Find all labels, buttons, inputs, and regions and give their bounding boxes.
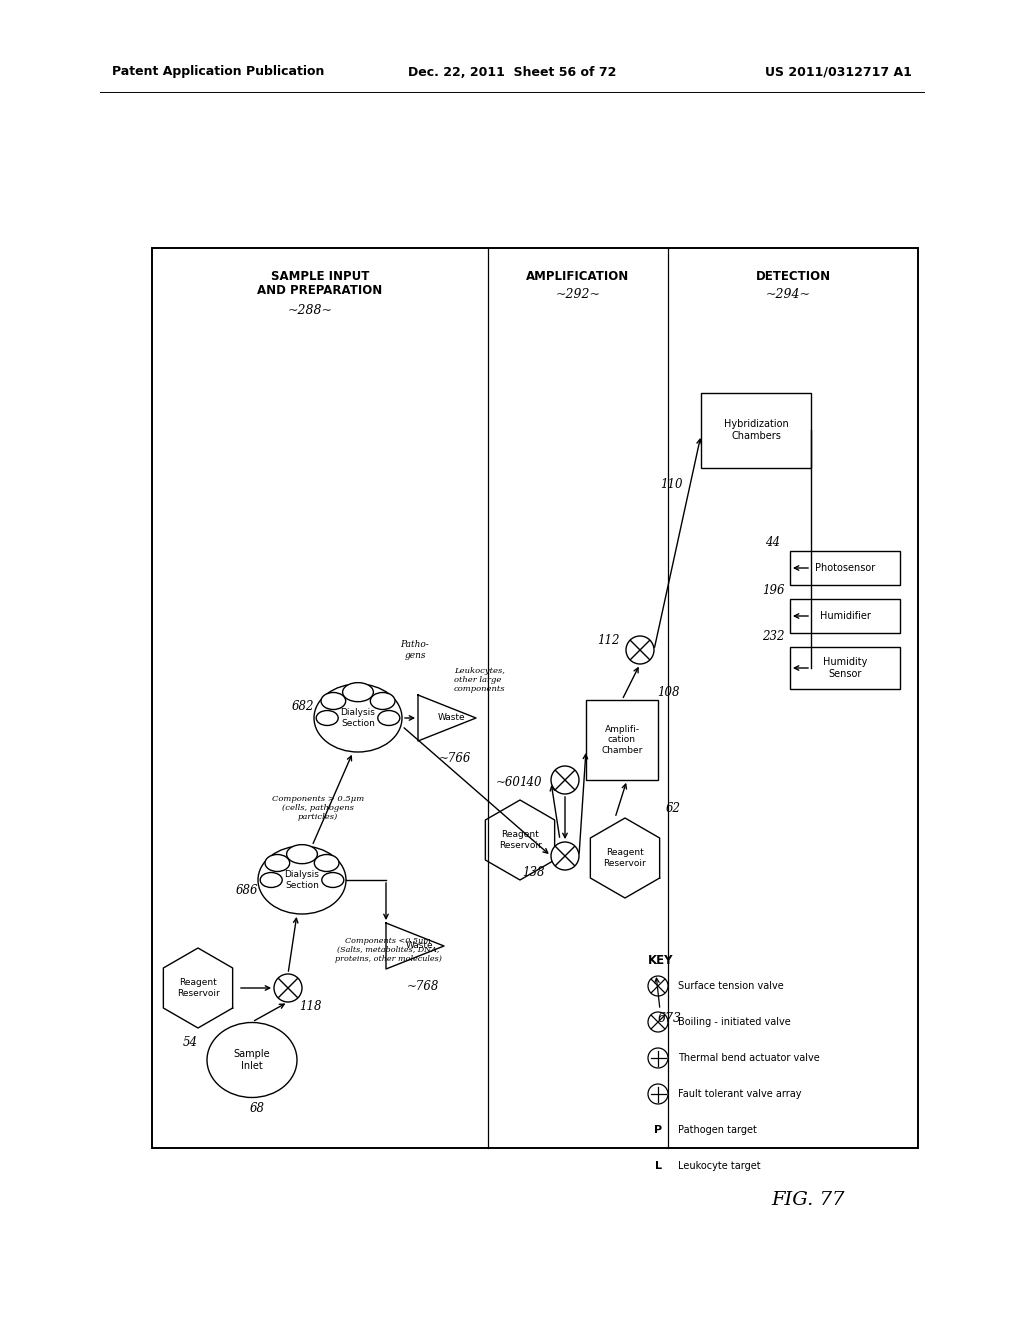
Text: 232: 232 [762,630,784,643]
Ellipse shape [322,873,344,887]
Text: Leukocytes,
other large
components: Leukocytes, other large components [454,667,506,693]
Text: Amplifi-
cation
Chamber: Amplifi- cation Chamber [601,725,643,755]
Text: KEY: KEY [648,953,674,966]
Text: ~768: ~768 [407,979,439,993]
Circle shape [274,974,302,1002]
Text: Components <0.5μm
(Salts, metabolites, DNA,
proteins, other molecules): Components <0.5μm (Salts, metabolites, D… [335,937,441,964]
Ellipse shape [314,854,339,871]
Text: Leukocyte target: Leukocyte target [678,1162,761,1171]
Text: ~60: ~60 [496,776,520,788]
Text: Patho-
gens: Patho- gens [400,640,429,660]
Ellipse shape [258,846,346,913]
Text: ~288~: ~288~ [288,304,333,317]
Text: Waste: Waste [407,941,434,950]
Text: ~294~: ~294~ [766,289,811,301]
Text: 118: 118 [299,999,322,1012]
Text: Reagent
Reservoir: Reagent Reservoir [499,830,542,850]
Text: P: P [654,1125,663,1135]
Circle shape [648,1048,668,1068]
Ellipse shape [322,693,346,710]
Text: 138: 138 [522,866,544,879]
Text: Reagent
Reservoir: Reagent Reservoir [603,849,646,867]
Ellipse shape [378,710,399,726]
Polygon shape [386,923,444,969]
Text: 44: 44 [766,536,780,549]
Text: Boiling - initiated valve: Boiling - initiated valve [678,1016,791,1027]
Text: AND PREPARATION: AND PREPARATION [257,285,383,297]
Circle shape [551,766,579,795]
Text: 686: 686 [236,883,258,896]
Text: FIG. 77: FIG. 77 [771,1191,845,1209]
Polygon shape [164,948,232,1028]
Circle shape [626,636,654,664]
Polygon shape [485,800,555,880]
Circle shape [648,1012,668,1032]
Text: AMPLIFICATION: AMPLIFICATION [526,269,630,282]
Text: 673: 673 [658,1011,682,1024]
Text: L: L [654,1162,662,1171]
Ellipse shape [260,873,283,887]
Text: 196: 196 [762,583,784,597]
Text: Dialysis
Section: Dialysis Section [285,870,319,890]
Text: 62: 62 [666,801,681,814]
Text: Components > 0.5μm
(cells, pathogens
particles): Components > 0.5μm (cells, pathogens par… [272,795,365,821]
Text: 54: 54 [182,1036,198,1049]
Ellipse shape [265,854,290,871]
Ellipse shape [343,682,374,702]
Text: Patent Application Publication: Patent Application Publication [112,66,325,78]
Text: Dec. 22, 2011  Sheet 56 of 72: Dec. 22, 2011 Sheet 56 of 72 [408,66,616,78]
Text: DETECTION: DETECTION [756,269,830,282]
Circle shape [551,842,579,870]
FancyBboxPatch shape [701,392,811,467]
Ellipse shape [287,845,317,863]
Text: 112: 112 [597,634,620,647]
Text: Humidity
Sensor: Humidity Sensor [823,657,867,678]
Text: 68: 68 [250,1101,264,1114]
Text: Reagent
Reservoir: Reagent Reservoir [176,978,219,998]
Text: Hybridization
Chambers: Hybridization Chambers [724,420,788,441]
FancyBboxPatch shape [586,700,658,780]
Text: 140: 140 [519,776,542,788]
FancyBboxPatch shape [790,647,900,689]
Polygon shape [418,696,476,741]
Text: Thermal bend actuator valve: Thermal bend actuator valve [678,1053,820,1063]
Text: ~766: ~766 [439,751,471,764]
Ellipse shape [207,1023,297,1097]
Text: SAMPLE INPUT: SAMPLE INPUT [270,269,370,282]
Circle shape [648,1084,668,1104]
Text: 108: 108 [656,685,679,698]
FancyBboxPatch shape [790,550,900,585]
Ellipse shape [371,693,395,710]
Text: 110: 110 [659,479,682,491]
Polygon shape [591,818,659,898]
Text: Sample
Inlet: Sample Inlet [233,1049,270,1071]
Text: Pathogen target: Pathogen target [678,1125,757,1135]
Text: ~292~: ~292~ [555,289,600,301]
Ellipse shape [314,684,402,752]
Text: US 2011/0312717 A1: US 2011/0312717 A1 [765,66,912,78]
FancyBboxPatch shape [790,599,900,634]
Text: Waste: Waste [438,714,466,722]
Text: Humidifier: Humidifier [819,611,870,620]
Circle shape [648,975,668,997]
Text: 682: 682 [292,700,314,713]
Text: Surface tension valve: Surface tension valve [678,981,783,991]
Text: Fault tolerant valve array: Fault tolerant valve array [678,1089,802,1100]
Text: Dialysis
Section: Dialysis Section [341,709,376,727]
Ellipse shape [316,710,338,726]
FancyBboxPatch shape [152,248,918,1148]
Text: Photosensor: Photosensor [815,564,876,573]
